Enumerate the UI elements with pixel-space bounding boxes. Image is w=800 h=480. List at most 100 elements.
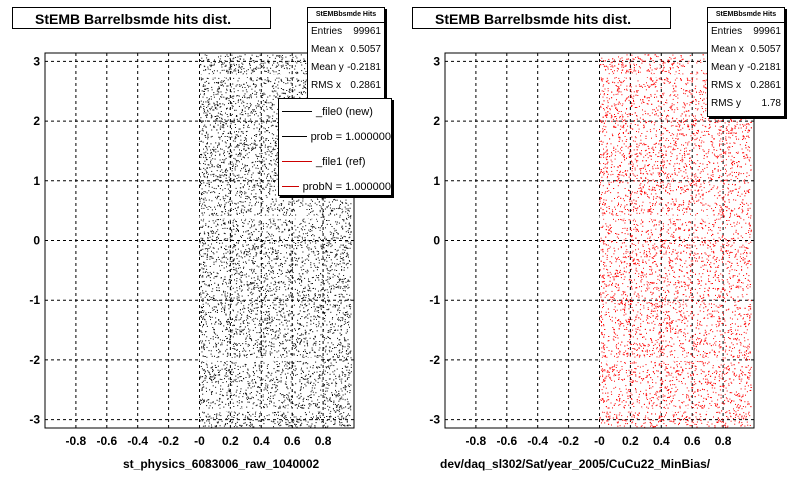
data-point	[221, 257, 223, 259]
y-tick-label: -2	[29, 353, 40, 367]
data-point	[260, 272, 262, 274]
data-point	[291, 296, 293, 298]
data-point	[211, 200, 213, 202]
data-point	[206, 57, 208, 59]
data-point	[349, 260, 351, 262]
data-point	[246, 354, 248, 355]
data-point	[236, 178, 238, 179]
data-point	[282, 370, 284, 372]
data-point	[307, 310, 309, 312]
data-point	[316, 367, 318, 369]
data-point	[270, 354, 271, 356]
data-point	[298, 406, 300, 407]
data-point	[235, 424, 237, 426]
data-point	[336, 250, 338, 252]
data-point	[334, 422, 336, 424]
data-point	[258, 221, 260, 223]
data-point	[264, 163, 266, 165]
data-point	[258, 123, 260, 125]
data-point	[281, 92, 283, 94]
data-point	[348, 321, 350, 323]
data-point	[217, 196, 218, 198]
data-point	[235, 391, 237, 393]
data-point	[256, 246, 258, 248]
data-point	[224, 305, 226, 307]
data-point	[261, 97, 263, 99]
data-point	[220, 388, 221, 390]
data-point	[306, 378, 308, 380]
data-point	[263, 92, 265, 94]
data-point	[226, 329, 228, 330]
data-point	[265, 310, 267, 312]
data-point	[212, 385, 214, 387]
data-point	[292, 365, 294, 367]
data-point	[218, 202, 219, 204]
data-point	[213, 271, 215, 273]
data-point	[252, 407, 254, 409]
data-point	[202, 380, 204, 382]
data-point	[216, 165, 218, 167]
data-point	[269, 242, 271, 244]
data-point	[217, 195, 219, 197]
data-point	[224, 378, 225, 380]
data-point	[237, 69, 239, 71]
data-point	[323, 329, 324, 331]
data-point	[271, 343, 273, 345]
data-point	[261, 202, 263, 204]
data-point	[257, 158, 258, 160]
data-point	[253, 397, 254, 399]
data-point	[271, 150, 273, 152]
data-point	[279, 55, 281, 57]
data-point	[251, 249, 253, 251]
data-point	[291, 425, 293, 427]
data-point	[203, 233, 205, 235]
data-point	[340, 320, 341, 322]
data-point	[304, 87, 306, 88]
data-point	[218, 374, 220, 376]
data-point	[249, 115, 251, 117]
data-point	[341, 225, 343, 227]
data-point	[206, 336, 208, 338]
data-point	[217, 229, 219, 231]
data-point	[289, 253, 291, 255]
data-point	[344, 375, 346, 377]
data-point	[225, 64, 227, 66]
data-point	[337, 394, 339, 396]
data-point	[237, 190, 238, 192]
data-point	[264, 280, 266, 282]
data-point	[302, 79, 304, 81]
data-point	[308, 249, 310, 251]
data-point	[281, 272, 283, 274]
data-point	[284, 262, 286, 264]
data-point	[349, 233, 351, 235]
data-point	[302, 200, 304, 202]
data-point	[281, 413, 283, 415]
data-point	[257, 103, 259, 105]
data-point	[201, 321, 202, 323]
data-point	[200, 193, 202, 195]
data-point	[317, 378, 319, 380]
data-point	[345, 374, 347, 376]
data-point	[323, 362, 325, 364]
data-point	[260, 202, 262, 204]
data-point	[303, 288, 304, 290]
data-point	[252, 260, 254, 262]
data-point	[304, 303, 306, 305]
data-point	[333, 286, 335, 288]
data-point	[350, 217, 352, 219]
data-point	[238, 380, 240, 382]
data-point	[292, 260, 294, 262]
data-point	[347, 414, 349, 416]
data-point	[223, 104, 225, 106]
data-point	[273, 111, 275, 113]
data-point	[216, 350, 218, 352]
data-point	[217, 303, 219, 305]
data-point	[271, 118, 273, 120]
data-point	[256, 237, 258, 239]
data-point	[235, 283, 237, 285]
data-point	[288, 203, 290, 205]
data-point	[284, 333, 286, 335]
data-point	[232, 344, 234, 345]
data-point	[254, 214, 256, 216]
data-point	[350, 231, 352, 233]
